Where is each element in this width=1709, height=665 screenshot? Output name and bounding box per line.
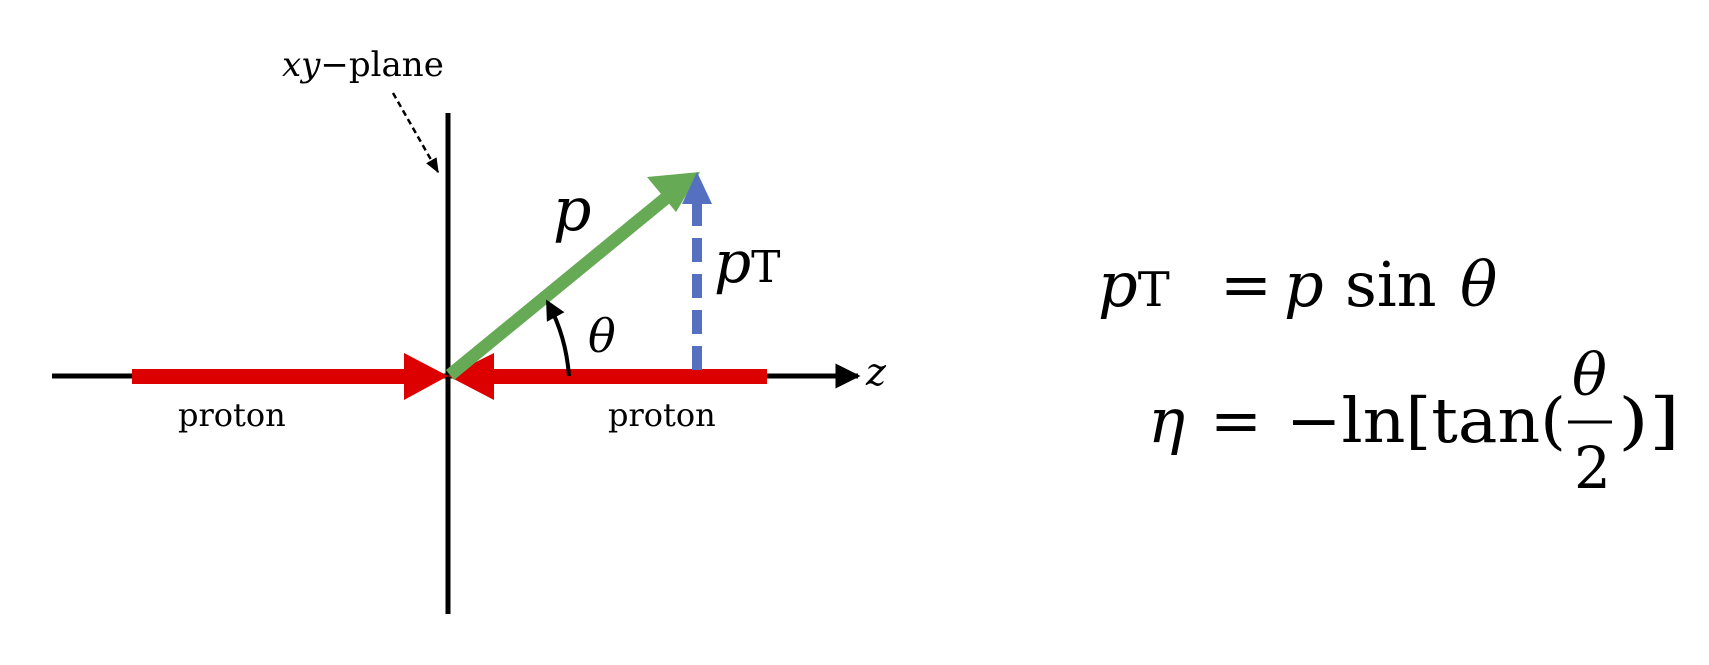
proton-label-right: proton	[608, 396, 716, 434]
svg-text:η: η	[1148, 384, 1185, 457]
svg-text:p: p	[1284, 248, 1324, 321]
proton-label-left: proton	[178, 396, 286, 434]
fraction-numerator: θ	[1572, 341, 1607, 409]
momentum-label: p	[553, 175, 591, 245]
eta-equation: η = −ln[tan( θ 2 )]	[1148, 341, 1680, 502]
svg-text:=: =	[1220, 248, 1272, 321]
plane-label: xy−plane	[282, 45, 444, 85]
z-axis-label: z	[865, 350, 887, 394]
fraction-denominator: 2	[1574, 434, 1611, 502]
svg-text:pT: pT	[1098, 248, 1170, 321]
angle-arc	[546, 299, 571, 377]
proton-beam-left	[132, 353, 448, 400]
transverse-vector	[682, 172, 712, 370]
svg-text:=: =	[1210, 384, 1262, 457]
proton-beam-right	[448, 353, 767, 400]
svg-text:)]: )]	[1618, 384, 1680, 457]
angle-label: θ	[588, 309, 616, 363]
plane-pointer-arrow	[391, 92, 440, 174]
momentum-vector	[445, 172, 700, 381]
svg-text:θ: θ	[1460, 248, 1497, 321]
pt-equation: pT = p sin θ	[1098, 248, 1497, 321]
svg-text:sin: sin	[1345, 248, 1437, 321]
svg-text:−ln[tan(: −ln[tan(	[1286, 384, 1566, 457]
transverse-momentum-label: pT	[714, 228, 781, 296]
